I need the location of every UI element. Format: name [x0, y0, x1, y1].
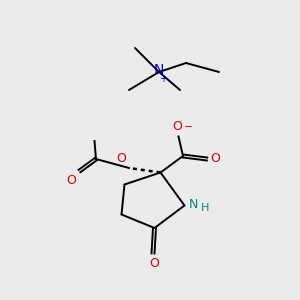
Text: N: N	[189, 197, 198, 211]
Text: O: O	[172, 120, 182, 133]
Text: −: −	[184, 122, 193, 132]
Text: +: +	[160, 74, 167, 84]
Text: N: N	[154, 64, 164, 77]
Text: O: O	[67, 174, 76, 187]
Text: O: O	[150, 257, 159, 270]
Text: H: H	[201, 203, 209, 213]
Text: O: O	[210, 152, 220, 165]
Text: O: O	[116, 152, 126, 165]
